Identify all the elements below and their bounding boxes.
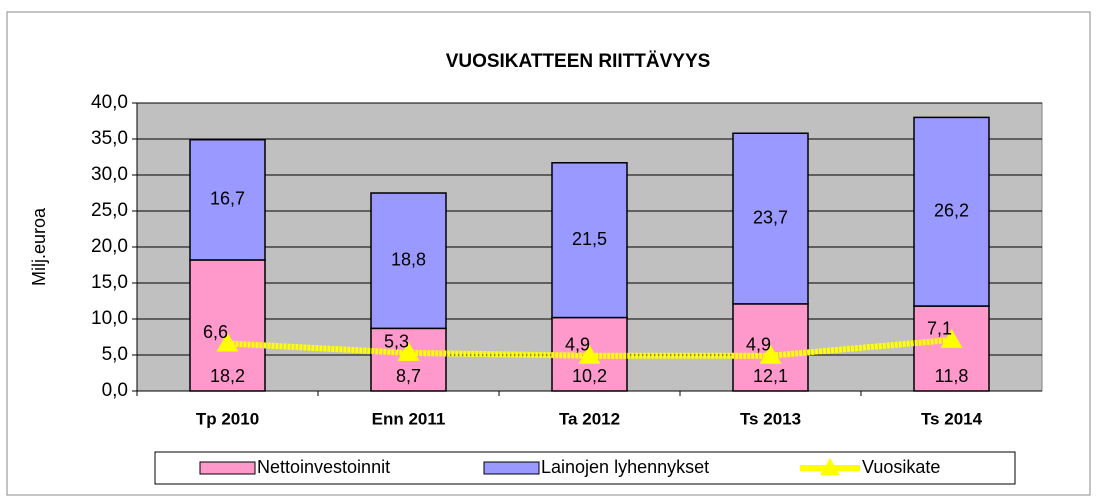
legend-swatch [199,461,256,475]
data-label: 26,2 [934,200,969,220]
y-tick-label: 35,0 [91,128,128,149]
y-tick-label: 0,0 [102,380,128,401]
x-tick-label: Ts 2013 [740,409,801,428]
data-label: 18,8 [391,249,426,269]
x-tick-label: Ta 2012 [559,409,620,428]
data-label: 6,6 [203,322,228,342]
bar-segment [913,305,990,392]
data-label: 23,7 [753,207,788,227]
y-tick-label: 5,0 [102,344,128,365]
x-tick-label: Ts 2014 [921,409,983,428]
x-tick-label: Tp 2010 [196,409,259,428]
line-marker [216,332,239,352]
data-label: 8,7 [396,366,421,386]
x-tick-label: Enn 2011 [372,409,446,428]
y-tick-label: 25,0 [91,200,128,221]
y-tick-label: 30,0 [91,164,128,185]
bar-segment [189,138,266,261]
legend-swatch-marker [820,458,840,475]
legend-box [154,451,1016,485]
data-label: 11,8 [935,366,969,386]
y-tick-label: 40,0 [91,92,128,113]
data-label: 5,3 [384,332,409,352]
line-marker [759,344,782,364]
data-label: 4,9 [565,334,590,354]
y-tick-label: 10,0 [91,308,128,329]
legend-swatch [483,461,540,475]
bar-segment [913,116,990,307]
line-marker [578,344,601,364]
chart-title: VUOSIKATTEEN RIITTÄVYYS [446,51,711,72]
bar-segment [551,162,628,319]
data-label: 21,5 [572,229,607,249]
legend-label: Vuosikate [862,457,940,477]
data-label: 18,2 [210,366,245,386]
y-tick-label: 15,0 [91,272,128,293]
line-marker [940,328,963,348]
legend-label: Lainojen lyhennykset [541,457,709,477]
line-marker [397,341,420,361]
bar-segment [370,192,447,330]
data-label: 12,1 [753,366,788,386]
y-tick-label: 20,0 [91,236,128,257]
data-label: 4,9 [746,334,771,354]
data-label: 10,2 [572,366,607,386]
y-axis-label: Milj.euroa [29,207,49,286]
bar-segment [732,132,809,305]
legend-label: Nettoinvestoinnit [257,457,390,477]
data-label: 16,7 [210,189,245,209]
data-label: 7,1 [927,319,952,339]
